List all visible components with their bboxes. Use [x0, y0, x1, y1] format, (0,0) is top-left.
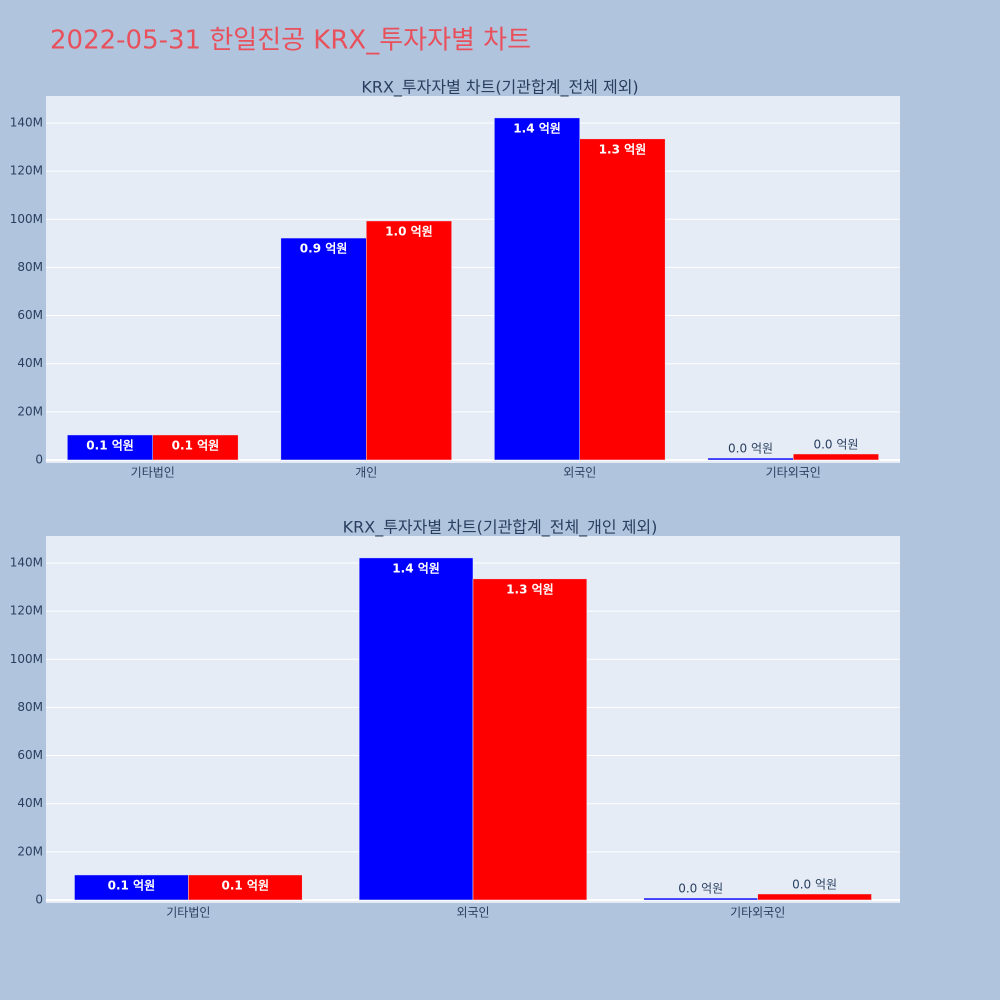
y-tick-label: 20M [17, 404, 43, 418]
y-tick-label: 120M [10, 604, 43, 618]
bar [358, 557, 474, 901]
y-tick-label: 140M [10, 115, 43, 129]
x-tick-label: 기타외국인 [766, 466, 821, 480]
value-label: 0.1 억원 [172, 438, 220, 452]
chart-title: KRX_투자자별 차트(기관합계_전체_개인 제외) [343, 518, 658, 538]
value-label: 0.9 억원 [300, 242, 348, 256]
bar [494, 117, 581, 461]
y-tick-label: 60M [17, 308, 43, 322]
value-label: 0.0 억원 [813, 437, 858, 451]
value-label: 0.1 억원 [86, 438, 134, 452]
bar [188, 874, 303, 901]
y-tick-label: 120M [10, 164, 43, 178]
y-tick-label: 0 [35, 892, 43, 906]
y-tick-label: 100M [10, 652, 43, 666]
y-tick-label: 100M [10, 212, 43, 226]
x-tick-label: 기타외국인 [730, 906, 785, 920]
value-label: 0.1 억원 [222, 878, 270, 892]
value-label: 1.4 억원 [392, 561, 440, 575]
y-tick-label: 140M [10, 555, 43, 569]
bar [472, 578, 588, 901]
value-label: 1.4 억원 [513, 121, 561, 135]
bar [152, 434, 239, 461]
bar [280, 237, 367, 461]
chart-title: KRX_투자자별 차트(기관합계_전체 제외) [361, 78, 638, 98]
y-tick-label: 40M [17, 356, 43, 370]
y-tick-label: 40M [17, 796, 43, 810]
x-tick-label: 개인 [355, 466, 377, 480]
x-tick-label: 기타법인 [131, 466, 175, 480]
bar [366, 220, 452, 461]
bar [67, 434, 153, 461]
y-tick-label: 0 [35, 452, 43, 466]
value-label: 0.1 억원 [108, 878, 156, 892]
y-tick-label: 80M [17, 260, 43, 274]
bar [757, 893, 872, 901]
x-tick-label: 외국인 [563, 466, 596, 480]
bar [707, 457, 794, 461]
bar [74, 874, 189, 901]
bar [579, 138, 666, 461]
value-label: 1.3 억원 [599, 142, 647, 156]
bar [643, 897, 758, 901]
page-title: 2022-05-31 한일진공 KRX_투자자별 차트 [50, 26, 531, 56]
plot-area [46, 96, 900, 463]
value-label: 1.0 억원 [385, 224, 433, 238]
y-tick-label: 80M [17, 700, 43, 714]
value-label: 0.0 억원 [678, 882, 723, 896]
value-label: 0.0 억원 [792, 877, 837, 891]
bar [793, 453, 879, 461]
x-tick-label: 기타법인 [166, 906, 210, 920]
value-label: 1.3 억원 [506, 582, 554, 596]
value-label: 0.0 억원 [728, 442, 773, 456]
y-tick-label: 20M [17, 844, 43, 858]
x-tick-label: 외국인 [456, 906, 489, 920]
y-tick-label: 60M [17, 748, 43, 762]
